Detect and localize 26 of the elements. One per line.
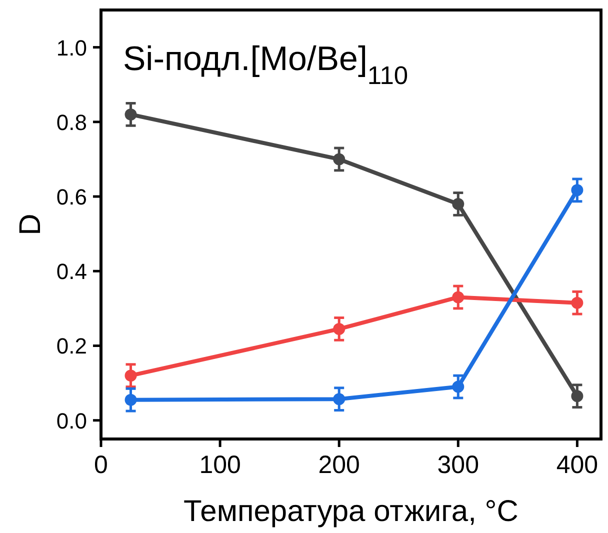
y-axis-title: D [14,214,47,236]
y-tick-label: 0.6 [56,184,87,210]
point [452,198,464,210]
y-tick-label: 0.0 [56,408,87,434]
y-tick-label: 0.8 [56,110,87,135]
x-tick-label: 300 [437,451,479,479]
y-tick-label: 1.0 [56,35,87,60]
point [452,291,464,304]
point [333,322,346,335]
point [124,108,137,120]
x-tick-label: 100 [199,451,241,479]
x-axis-title: Температура отжига, °C [184,495,518,528]
point [124,394,137,406]
y-tick-label: 0.4 [56,259,87,284]
point [571,390,584,402]
x-tick-label: 400 [556,451,598,479]
x-tick-label: 200 [318,451,360,479]
y-tick-label: 0.2 [56,334,87,359]
point [124,370,137,382]
x-tick-label: 0 [94,451,108,479]
point [333,393,346,406]
point [452,380,464,393]
point [333,153,346,166]
text: Si-подл.[Mo/Be]$_{110}$ [123,40,408,90]
point [571,184,584,196]
point [571,296,584,309]
